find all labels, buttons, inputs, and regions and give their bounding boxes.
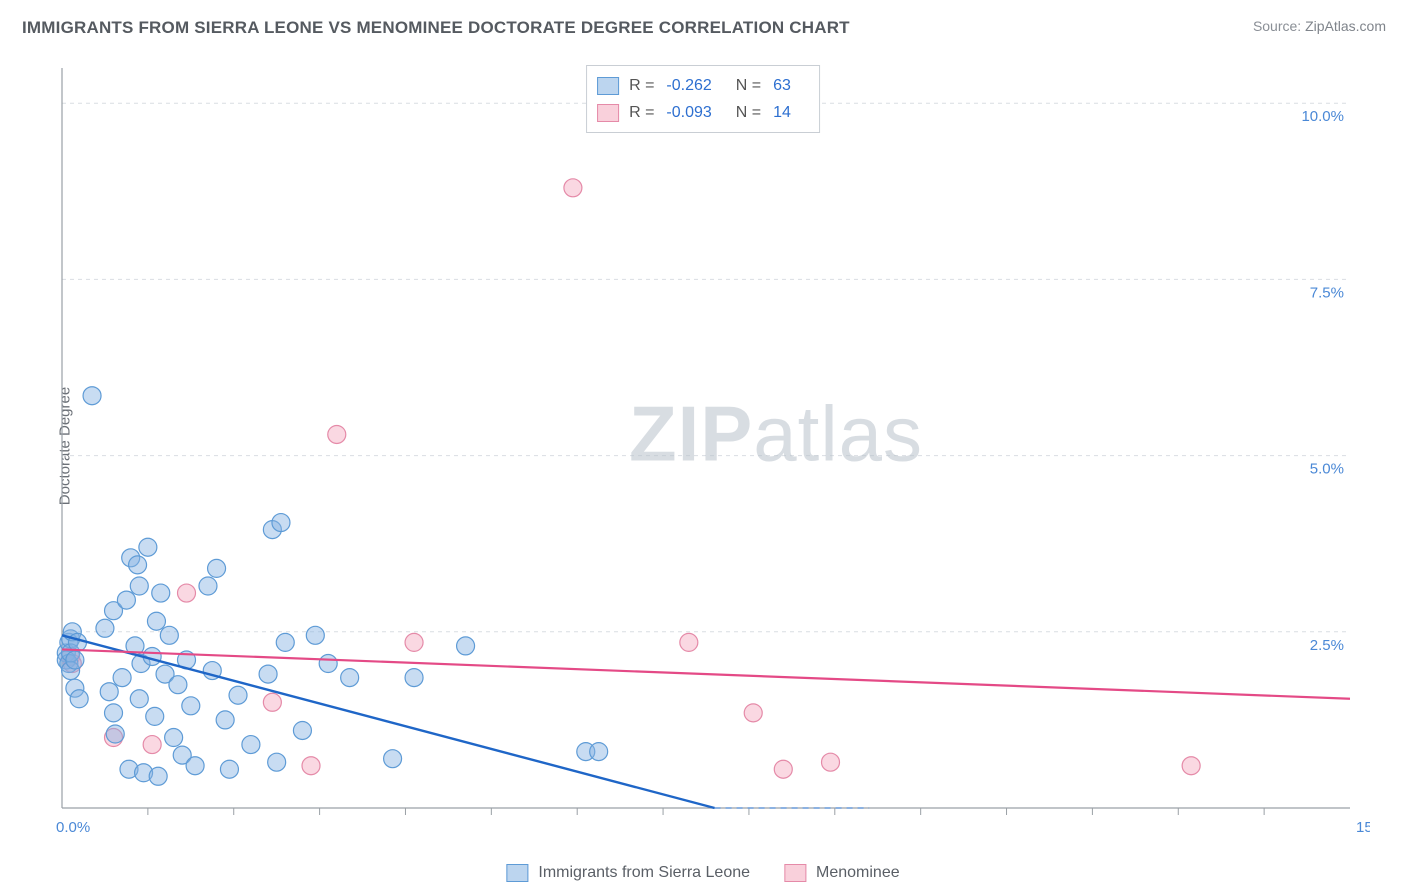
r-value-blue: -0.262	[666, 72, 711, 99]
n-value-blue: 63	[773, 72, 791, 99]
scatter-plot: ZIPatlas 2.5%5.0%7.5%10.0% 0.0%15.0%	[50, 60, 1370, 840]
n-label: N =	[736, 99, 761, 126]
y-tick-labels: 2.5% 5.0% 7.5% 10.0%	[1301, 108, 1344, 654]
legend-label: Menominee	[816, 864, 900, 882]
swatch-pink-icon	[597, 104, 619, 122]
legend-correlation: R = -0.262 N = 63 R = -0.093 N = 14	[586, 65, 820, 133]
axes	[62, 68, 1350, 815]
trend-lines	[62, 635, 1350, 808]
gridlines	[62, 103, 1350, 632]
svg-text:10.0%: 10.0%	[1301, 108, 1344, 125]
n-label: N =	[736, 72, 761, 99]
x-tick-labels: 0.0% 15.0%	[56, 819, 1370, 836]
legend-item-menominee: Menominee	[784, 864, 900, 882]
source-value: ZipAtlas.com	[1305, 18, 1386, 34]
legend-correlation-row: R = -0.093 N = 14	[597, 99, 805, 126]
r-label: R =	[629, 72, 654, 99]
source-attribution: Source: ZipAtlas.com	[1253, 18, 1386, 34]
svg-text:7.5%: 7.5%	[1310, 284, 1344, 301]
swatch-pink-icon	[784, 864, 806, 882]
source-label: Source:	[1253, 18, 1301, 34]
svg-text:2.5%: 2.5%	[1310, 637, 1344, 654]
r-value-pink: -0.093	[666, 99, 711, 126]
svg-text:5.0%: 5.0%	[1310, 461, 1344, 478]
legend-series: Immigrants from Sierra Leone Menominee	[506, 864, 899, 882]
legend-label: Immigrants from Sierra Leone	[538, 864, 750, 882]
legend-item-sierra-leone: Immigrants from Sierra Leone	[506, 864, 750, 882]
svg-text:0.0%: 0.0%	[56, 819, 90, 836]
series-sierra-leone-points	[57, 387, 607, 786]
chart-title: IMMIGRANTS FROM SIERRA LEONE VS MENOMINE…	[22, 18, 850, 38]
plot-svg: 2.5% 5.0% 7.5% 10.0% 0.0% 15.0%	[50, 60, 1370, 840]
swatch-blue-icon	[597, 77, 619, 95]
swatch-blue-icon	[506, 864, 528, 882]
svg-text:15.0%: 15.0%	[1356, 819, 1370, 836]
r-label: R =	[629, 99, 654, 126]
n-value-pink: 14	[773, 99, 791, 126]
legend-correlation-row: R = -0.262 N = 63	[597, 72, 805, 99]
